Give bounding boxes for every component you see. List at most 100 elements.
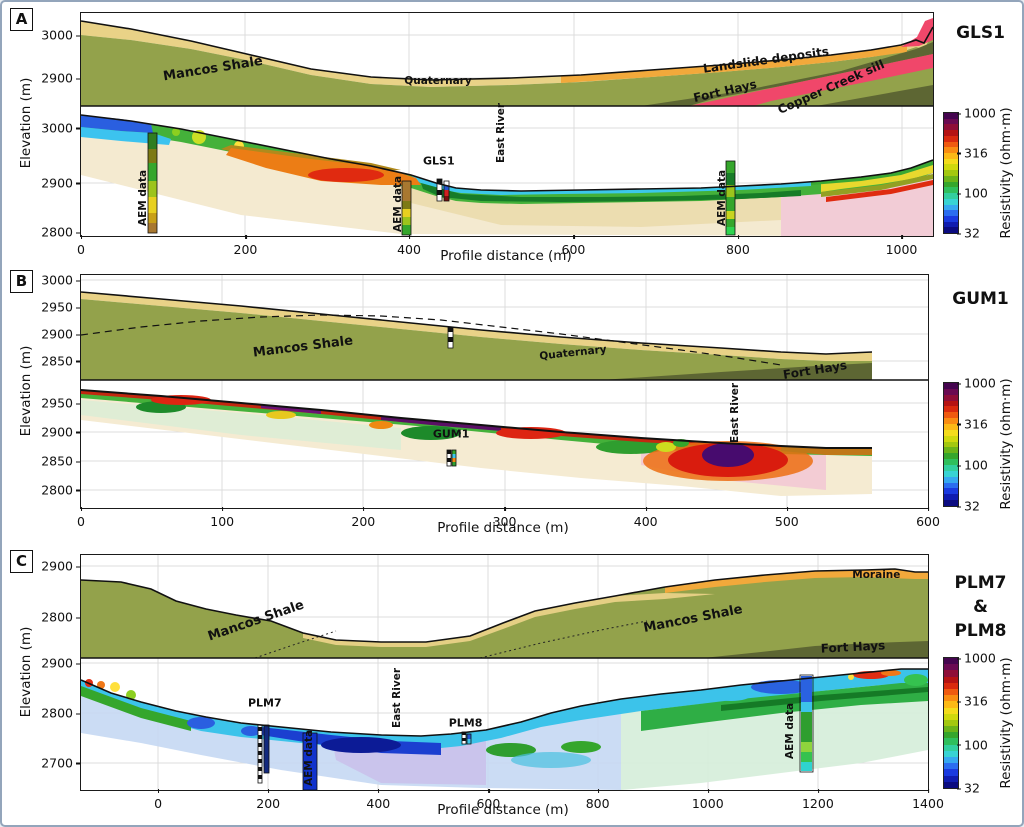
panel-b-title: GUM1 (952, 289, 1009, 309)
colorbar-segment (944, 441, 958, 448)
y-tick-label: 2900 (41, 71, 80, 86)
x-tick-label: 200 (256, 789, 280, 811)
colorbar-segment (944, 664, 958, 671)
panel-b-res-area: 2950 2900 2850 2800 GUM1 East River (41, 380, 928, 508)
colorbar-segment (944, 227, 958, 234)
colorbar-segment (944, 781, 958, 788)
unit-fort-hays-corner (816, 85, 933, 106)
y-tick-label: 3000 (41, 273, 80, 288)
x-tick-label: 600 (562, 235, 585, 257)
label-aem-data-2: AEM data (391, 175, 404, 232)
colorbar-segment (944, 435, 958, 442)
x-tick-label: 300 (493, 507, 516, 529)
y-tick-label: 2850 (41, 353, 80, 368)
panel-a-colorbar-label: Resistivity (ohm·m) (998, 107, 1014, 239)
label-borehole-gls1: GLS1 (423, 154, 455, 168)
panel-c-drawing (81, 555, 928, 790)
x-tick-label: 1200 (802, 789, 834, 811)
colorbar-segment (944, 215, 958, 222)
colorbar-segment (944, 210, 958, 216)
colorbar-segment (944, 429, 958, 436)
res-dark-green-core (421, 183, 801, 202)
colorbar-tick-label: 1000 (957, 106, 996, 121)
colorbar-segment (944, 695, 958, 702)
colorbar-segment (944, 688, 958, 696)
res-red-core (308, 168, 384, 182)
panel-a-colorbar: 1000 316 100 32 (943, 106, 996, 241)
colorbar-segment (944, 713, 958, 720)
colorbar-segment (944, 175, 958, 182)
colorbar-tick-label: 32 (957, 226, 980, 241)
colorbar-segment (944, 135, 958, 142)
colorbar-segment (944, 383, 958, 389)
colorbar-segment (944, 198, 958, 205)
res-dark-green-streak (721, 687, 928, 711)
x-tick-label: 400 (634, 507, 658, 529)
colorbar-segment (944, 453, 958, 460)
colorbar-segment (944, 459, 958, 466)
colorbar-tick-label: 316 (957, 694, 988, 709)
y-tick-label: 2800 (41, 610, 80, 625)
unit-mancos-shale (81, 569, 928, 658)
res-red-blob (151, 395, 211, 405)
ground-surface-line (81, 291, 873, 355)
ground-surface-line (81, 20, 933, 81)
colorbar-segment (944, 113, 958, 119)
aem-column-2 (401, 180, 412, 236)
colorbar-segment (944, 418, 958, 425)
y-tick-label: 2800 (41, 225, 80, 240)
panel-b-xlabel: Profile distance (m) (437, 520, 569, 536)
colorbar-segment (944, 193, 958, 199)
y-tick-label: 2700 (41, 755, 80, 770)
unit-quaternary (303, 593, 715, 647)
x-tick-label: 200 (233, 235, 257, 257)
label-borehole-plm7: PLM7 (247, 696, 282, 710)
borehole-gls1 (436, 178, 450, 202)
x-tick-label: 800 (586, 789, 610, 811)
panel-a-ylabel: Elevation (m) (18, 77, 34, 169)
label-mancos-shale-right: Mancos Shale (642, 601, 745, 636)
colorbar-segment (944, 204, 958, 211)
res-yellow-spot (110, 682, 120, 692)
res-green-blob (561, 741, 601, 753)
panel-b-colorbar-label: Resistivity (ohm·m) (998, 378, 1014, 510)
x-tick-label: 600 (916, 507, 940, 529)
colorbar-tick-label: 100 (957, 737, 988, 752)
colorbar-tick-label: 316 (957, 145, 988, 160)
res-yellow-patch (266, 411, 296, 419)
panel-c-geo-area: 2900 2800 Mancos Shale Mancos Shale Moraine F… (41, 555, 928, 658)
colorbar-segment (944, 470, 958, 477)
unit-fort-hays (601, 363, 872, 380)
contact-dotted-line-1 (254, 630, 337, 659)
contact-dotted-line-2 (479, 620, 648, 659)
colorbar-segment (944, 750, 958, 757)
colorbar-segment (944, 424, 958, 430)
label-mancos-shale-left: Mancos Shale (206, 597, 307, 645)
x-tick-label: 400 (366, 789, 390, 811)
colorbar-segment (944, 187, 958, 194)
y-tick-label: 2900 (41, 327, 80, 342)
borehole-gum1 (446, 449, 457, 467)
unit-quaternary (81, 292, 872, 361)
x-tick-label: 100 (210, 507, 234, 529)
panel-b-geo-area: 3000 2950 2900 2850 Mancos Shale Quaternary Fo… (41, 273, 928, 382)
res-orange-patch (369, 421, 393, 429)
colorbar-tick-label: 1000 (957, 651, 996, 666)
colorbar-segment (944, 494, 958, 501)
label-aem-data-3: AEM data (715, 170, 728, 227)
colorbar-tick-label: 32 (957, 781, 980, 796)
y-tick-label: 2950 (41, 300, 80, 315)
colorbar-segment (944, 500, 958, 507)
label-fort-hays: Fort Hays (782, 357, 849, 382)
y-tick-label: 2900 (41, 656, 80, 671)
panel-c-ylabel: Elevation (m) (18, 626, 34, 718)
colorbar-segment (944, 775, 958, 782)
colorbar-segment (944, 406, 958, 413)
res-yellow-spot (656, 442, 676, 452)
colorbar-tick-label: 1000 (957, 376, 996, 391)
colorbar-segment (944, 482, 958, 489)
res-olive-streak (821, 174, 933, 197)
res-surface-line (81, 668, 928, 737)
panel-b-drawing (81, 275, 928, 508)
